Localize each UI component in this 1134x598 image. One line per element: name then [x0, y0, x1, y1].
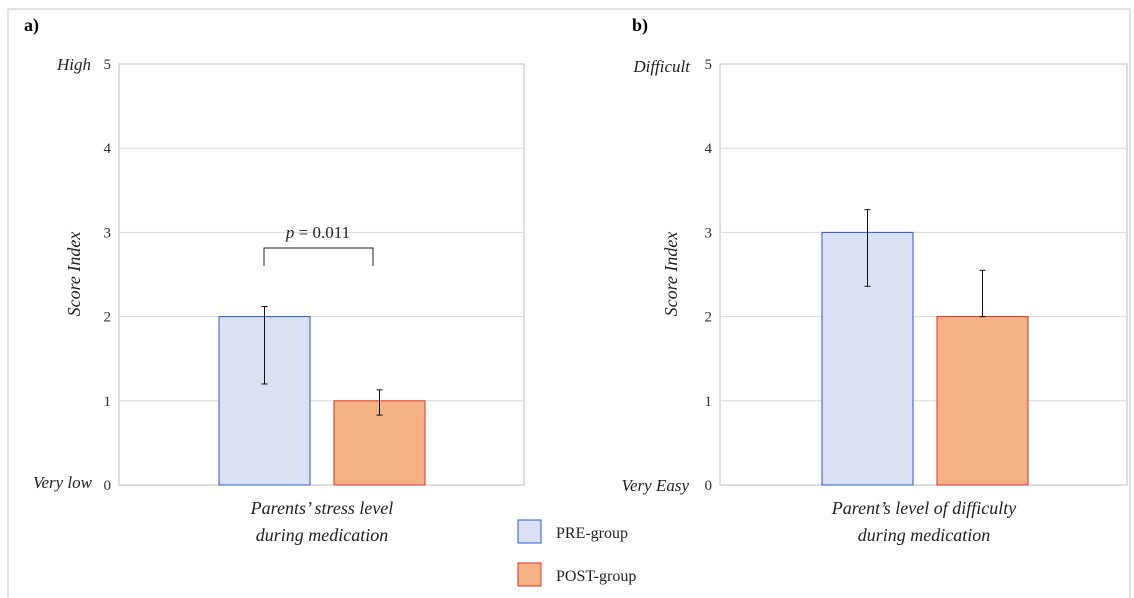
panel-a-ytick-0: 0	[104, 478, 112, 494]
significance-bracket-line	[263, 247, 374, 266]
panel-a-category-line-2: during medication	[256, 525, 389, 545]
panel-b-y-axis-title: Score Index	[661, 232, 681, 317]
panel-a-ytick-5: 5	[104, 57, 112, 73]
panel-b-ytick-4: 4	[705, 141, 713, 157]
panel-a-error-bar-post	[376, 389, 383, 416]
panel-b-error-bars	[864, 209, 986, 318]
panel-b-ytick-0: 0	[705, 478, 713, 494]
panel-b-plot-frame	[719, 63, 1128, 486]
panel-a-error-bar-pre	[261, 305, 268, 385]
panel-a-ytick-4: 4	[104, 141, 112, 157]
panel-b-error-bar-pre	[864, 209, 871, 287]
panel-b-high-label: Difficult	[632, 57, 691, 76]
panel-a-ytick-2: 2	[104, 310, 112, 326]
panel-b-grid	[720, 147, 1127, 402]
legend-label-pre: PRE-group	[556, 525, 628, 542]
panel-a-category-line-1: Parents’ stress level	[250, 498, 394, 518]
panel-a-high-label: High	[56, 55, 91, 74]
panel-a-ytick-1: 1	[104, 394, 112, 410]
panel-b-ticks: 0 1 2 3 4 5	[705, 57, 713, 494]
p-value-text: = 0.011	[294, 223, 350, 242]
panel-b-error-bar-post	[979, 269, 986, 318]
legend: PRE-group POST-group	[517, 519, 636, 587]
panel-b-low-label: Very Easy	[621, 476, 689, 495]
panel-a-significance-bracket: p = 0.011	[263, 223, 374, 266]
panel-b-label: b)	[632, 15, 648, 36]
panel-a-plot-frame	[118, 63, 525, 486]
p-value-annotation: p = 0.011	[285, 223, 350, 242]
panel-b-ytick-5: 5	[705, 57, 713, 73]
panel-a: a) 0 1 2 3 4 5 High Very low Score Index p = …	[24, 15, 525, 545]
legend-swatch-pre	[517, 519, 542, 544]
panel-b-category-line-2: during medication	[858, 525, 991, 545]
panel-b-ytick-1: 1	[705, 394, 713, 410]
panel-b-ytick-3: 3	[705, 225, 713, 241]
panel-b-bar-post	[936, 316, 1029, 486]
panel-b: b) 0 1 2 3 4 5 Difficult Very Easy Score Inde…	[621, 15, 1128, 545]
legend-label-post: POST-group	[556, 568, 636, 585]
panel-b-bars	[821, 231, 1029, 486]
panel-a-y-axis-title: Score Index	[64, 232, 84, 317]
panel-a-ticks: 0 1 2 3 4 5	[104, 57, 112, 494]
panel-a-grid	[119, 147, 524, 402]
panel-a-low-label: Very low	[33, 473, 93, 492]
legend-swatch-post	[517, 562, 542, 587]
panel-a-label: a)	[24, 15, 39, 36]
panel-b-ytick-2: 2	[705, 310, 713, 326]
panel-a-error-bars	[261, 305, 383, 416]
panel-a-ytick-3: 3	[104, 225, 112, 241]
p-symbol: p	[285, 223, 295, 242]
panel-b-category-line-1: Parent’s level of difficulty	[831, 498, 1016, 518]
